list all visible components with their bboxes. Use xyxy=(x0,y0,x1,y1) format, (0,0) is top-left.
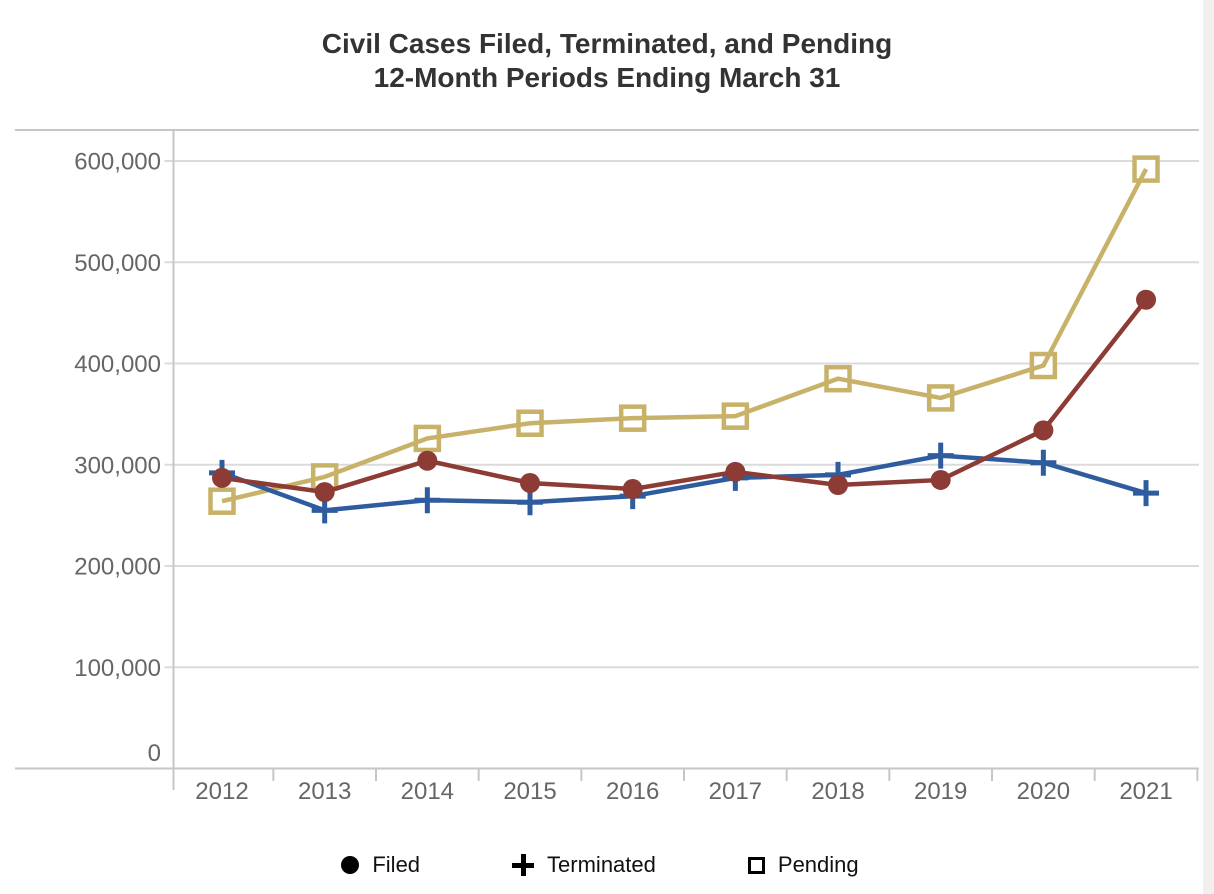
marker-filed-2018[interactable] xyxy=(828,475,849,495)
marker-filed-2012[interactable] xyxy=(212,467,232,488)
chart-legend: Filed Terminated Pending xyxy=(0,852,1200,878)
x-axis-label-2015: 2015 xyxy=(503,778,556,805)
series-line-pending xyxy=(221,168,1149,504)
marker-filed-2016[interactable] xyxy=(622,479,643,500)
chart-title-line2: 12-Month Periods Ending March 31 xyxy=(373,62,841,93)
y-axis-label-300000: 300,000 xyxy=(74,452,161,479)
marker-pending-2020[interactable] xyxy=(1029,351,1058,380)
chart-title-line1: Civil Cases Filed, Terminated, and Pendi… xyxy=(321,28,893,59)
x-axis-label-2016: 2016 xyxy=(606,778,659,805)
y-axis-label-600000: 600,000 xyxy=(74,149,161,176)
marker-filed-2019[interactable] xyxy=(930,469,951,490)
legend-item-pending[interactable]: Pending xyxy=(747,852,859,878)
marker-terminated-2021[interactable] xyxy=(1133,480,1160,507)
marker-filed-2021[interactable] xyxy=(1136,289,1157,310)
marker-pending-2014[interactable] xyxy=(413,424,442,453)
marker-pending-2021[interactable] xyxy=(1132,155,1160,183)
marker-pending-2018[interactable] xyxy=(824,364,852,393)
marker-terminated-2015[interactable] xyxy=(517,489,544,516)
marker-pending-2012[interactable] xyxy=(208,487,236,515)
line-chart-plot-area: 600,000 500,000 400,000 300,000 200,000 100,0… xyxy=(15,129,1199,805)
x-axis-label-2020: 2020 xyxy=(1017,778,1070,805)
marker-filed-2020[interactable] xyxy=(1033,420,1054,441)
open-square-icon xyxy=(747,856,765,874)
x-axis-label-2021: 2021 xyxy=(1119,778,1172,805)
plus-icon xyxy=(512,854,535,876)
marker-pending-2017[interactable] xyxy=(721,402,750,430)
y-axis-label-200000: 200,000 xyxy=(74,554,161,581)
chart-title: Civil Cases Filed, Terminated, and Pendi… xyxy=(0,27,1214,95)
legend-label-filed: Filed xyxy=(372,852,421,877)
marker-filed-2014[interactable] xyxy=(417,450,438,471)
x-axis-label-2018: 2018 xyxy=(811,778,864,805)
marker-terminated-2019[interactable] xyxy=(927,442,954,469)
y-axis-label-400000: 400,000 xyxy=(74,351,161,378)
series-line-terminated xyxy=(221,453,1147,513)
legend-label-pending: Pending xyxy=(777,852,859,877)
marker-pending-2016[interactable] xyxy=(618,404,647,432)
x-axis-label-2012: 2012 xyxy=(195,778,248,805)
marker-filed-2013[interactable] xyxy=(314,482,335,503)
legend-item-terminated[interactable]: Terminated xyxy=(512,852,656,878)
y-axis-label-500000: 500,000 xyxy=(74,250,161,277)
scrollbar-track[interactable] xyxy=(1203,0,1214,894)
x-axis-label-2017: 2017 xyxy=(709,778,762,805)
legend-item-filed[interactable]: Filed xyxy=(341,852,420,878)
x-axis-label-2014: 2014 xyxy=(401,778,454,805)
marker-pending-2019[interactable] xyxy=(926,384,955,412)
marker-pending-2015[interactable] xyxy=(516,409,544,437)
series-line-filed xyxy=(221,298,1148,495)
marker-terminated-2014[interactable] xyxy=(414,487,441,514)
filled-circle-icon xyxy=(341,856,360,874)
marker-filed-2015[interactable] xyxy=(520,472,541,493)
y-axis-label-100000: 100,000 xyxy=(74,655,161,682)
x-axis-label-2013: 2013 xyxy=(298,778,351,805)
y-axis-label-0: 0 xyxy=(148,740,161,767)
marker-terminated-2020[interactable] xyxy=(1030,449,1057,476)
x-axis-label-2019: 2019 xyxy=(914,778,967,805)
marker-filed-2017[interactable] xyxy=(725,461,746,482)
legend-label-terminated: Terminated xyxy=(547,852,656,877)
